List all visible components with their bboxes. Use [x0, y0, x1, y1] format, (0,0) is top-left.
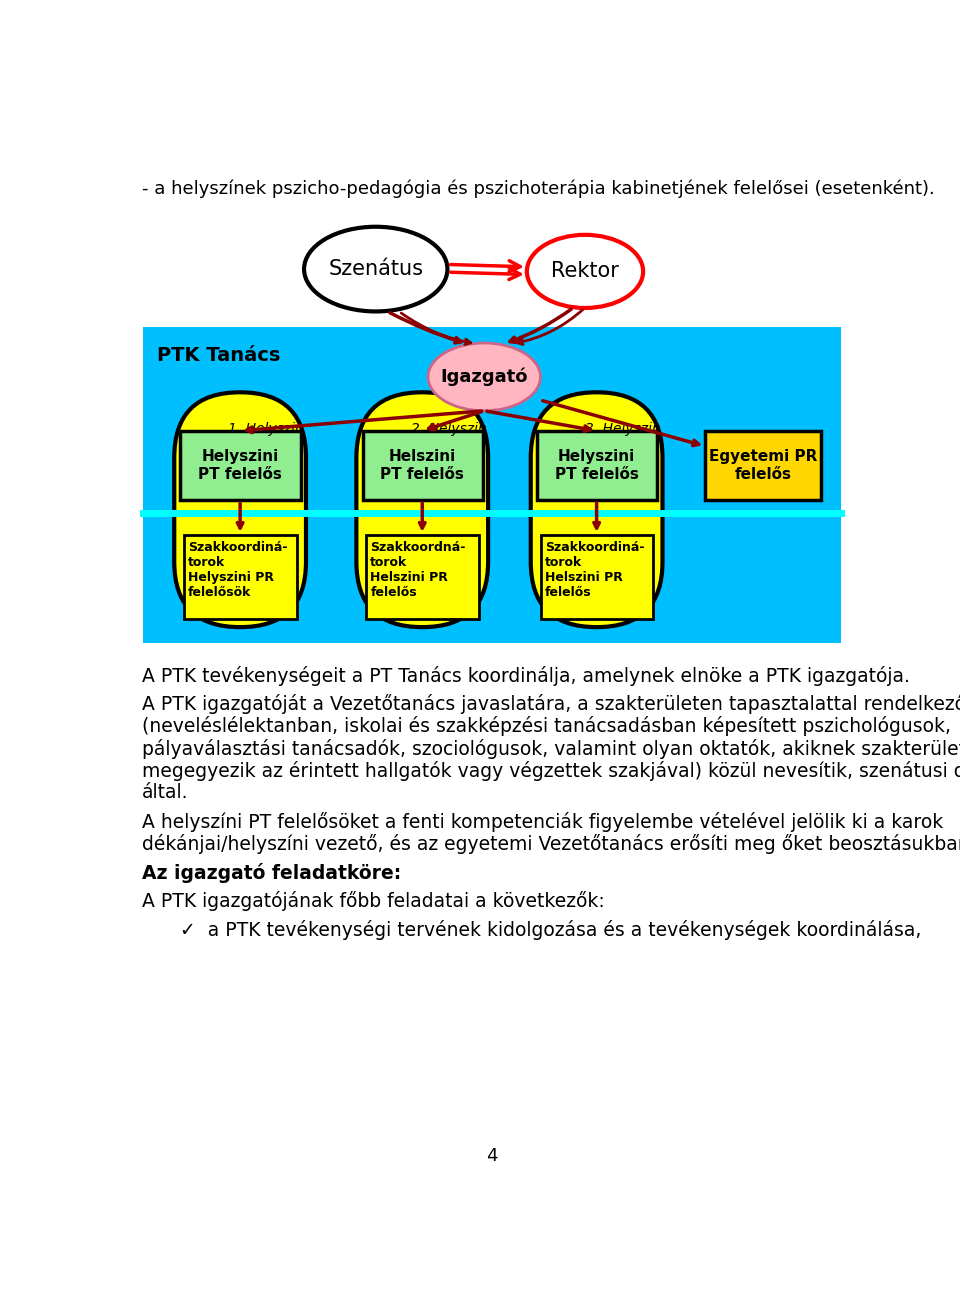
- FancyBboxPatch shape: [180, 430, 300, 500]
- Text: A PTK tevékenységeit a PT Tanács koordinálja, amelynek elnöke a PTK igazgatója.: A PTK tevékenységeit a PT Tanács koordin…: [142, 665, 909, 686]
- Text: Szakkoordiná-
torok
Helszini PR
felelős: Szakkoordiná- torok Helszini PR felelős: [544, 541, 644, 598]
- Text: Igazgató: Igazgató: [441, 367, 528, 386]
- Ellipse shape: [527, 235, 643, 308]
- Text: pályaválasztási tanácsadók, szociológusok, valamint olyan oktatók, akiknek szakt: pályaválasztási tanácsadók, szociológuso…: [142, 739, 960, 758]
- Text: Az igazgató feladatköre:: Az igazgató feladatköre:: [142, 863, 401, 883]
- FancyBboxPatch shape: [540, 535, 653, 619]
- FancyBboxPatch shape: [184, 535, 297, 619]
- FancyBboxPatch shape: [537, 430, 657, 500]
- Text: A PTK igazgatóját a Vezetőtanács javaslatára, a szakterületen tapasztalattal ren: A PTK igazgatóját a Vezetőtanács javasla…: [142, 694, 960, 714]
- Text: által.: által.: [142, 783, 188, 803]
- Text: A PTK igazgatójának főbb feladatai a következők:: A PTK igazgatójának főbb feladatai a köv…: [142, 891, 605, 912]
- Ellipse shape: [428, 342, 540, 411]
- FancyBboxPatch shape: [706, 430, 822, 500]
- Text: 1. Helyszin: 1. Helyszin: [228, 421, 304, 436]
- Text: Szakkoordná-
torok
Helszini PR
felelős: Szakkoordná- torok Helszini PR felelős: [371, 541, 466, 598]
- Text: ✓  a PTK tevékenységi tervének kidolgozása és a tevékenységek koordinálása,: ✓ a PTK tevékenységi tervének kidolgozás…: [180, 920, 922, 939]
- Text: Helyszini
PT felelős: Helyszini PT felelős: [555, 449, 638, 482]
- Ellipse shape: [304, 227, 447, 311]
- FancyBboxPatch shape: [367, 535, 479, 619]
- Text: dékánjai/helyszíni vezető, és az egyetemi Vezetőtanács erősíti meg őket beosztás: dékánjai/helyszíni vezető, és az egyetem…: [142, 834, 960, 854]
- Text: Helszini
PT felelős: Helszini PT felelős: [380, 449, 465, 482]
- Text: Szenátus: Szenátus: [328, 258, 423, 279]
- FancyBboxPatch shape: [143, 327, 841, 643]
- Text: A helyszíni PT felelősöket a fenti kompetenciák figyelembe vételével jelölik ki : A helyszíni PT felelősöket a fenti kompe…: [142, 812, 943, 832]
- Text: 2. Helyszin: 2. Helyszin: [411, 421, 487, 436]
- Text: Egyetemi PR
felelős: Egyetemi PR felelős: [709, 449, 817, 482]
- Text: Szakkoordiná-
torok
Helyszini PR
felelősök: Szakkoordiná- torok Helyszini PR felelős…: [188, 541, 288, 598]
- Text: megegyezik az érintett hallgatók vagy végzettek szakjával) közül nevesítik, szen: megegyezik az érintett hallgatók vagy vé…: [142, 761, 960, 781]
- FancyBboxPatch shape: [531, 392, 662, 627]
- Text: - a helyszínek pszicho-pedagógia és pszichoterápia kabinetjének felelősei (esete: - a helyszínek pszicho-pedagógia és pszi…: [142, 178, 934, 198]
- FancyBboxPatch shape: [356, 392, 488, 627]
- Text: Helyszini
PT felelős: Helyszini PT felelős: [198, 449, 282, 482]
- Text: 3. Helyszin: 3. Helyszin: [585, 421, 660, 436]
- Text: PTK Tanács: PTK Tanács: [157, 346, 280, 365]
- Text: Rektor: Rektor: [551, 261, 619, 281]
- Text: (neveléslélektanban, iskolai és szakképzési tanácsadásban képesített pszichológu: (neveléslélektanban, iskolai és szakképz…: [142, 716, 950, 736]
- FancyBboxPatch shape: [363, 430, 483, 500]
- FancyBboxPatch shape: [175, 392, 306, 627]
- Text: 4: 4: [487, 1147, 497, 1165]
